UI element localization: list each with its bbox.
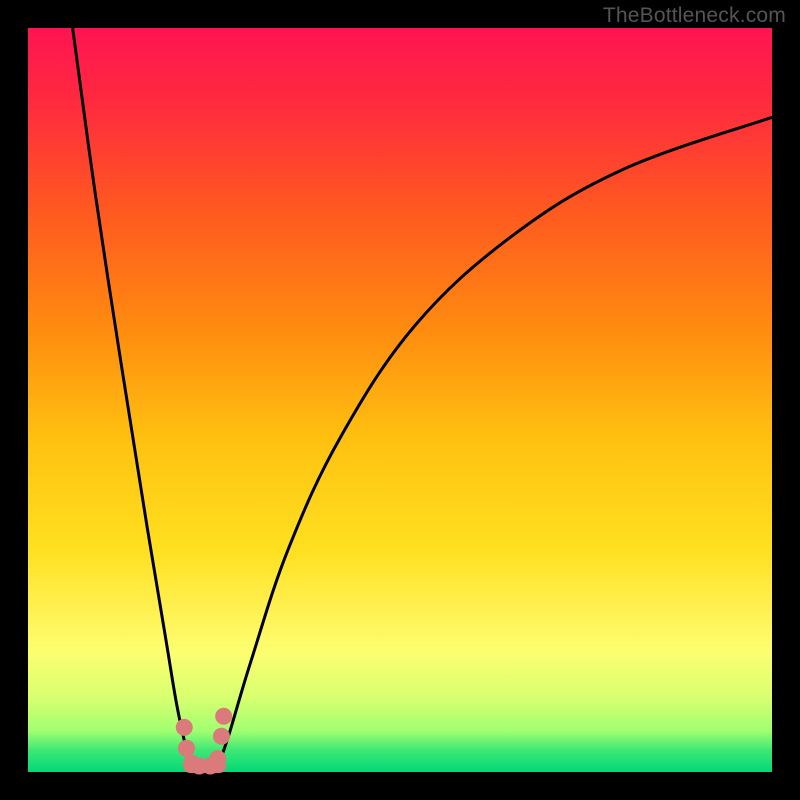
- marker-dot: [216, 708, 232, 724]
- right-curve: [218, 117, 772, 767]
- left-curve: [73, 28, 192, 767]
- chart-frame: TheBottleneck.com: [0, 0, 800, 800]
- plot-area: [28, 28, 772, 772]
- marker-dot: [210, 751, 226, 767]
- marker-dot: [178, 740, 194, 756]
- chart-svg: [28, 28, 772, 772]
- watermark-text: TheBottleneck.com: [603, 4, 786, 28]
- marker-dot: [176, 719, 192, 735]
- marker-dot: [213, 728, 229, 744]
- marker-group: [176, 708, 231, 774]
